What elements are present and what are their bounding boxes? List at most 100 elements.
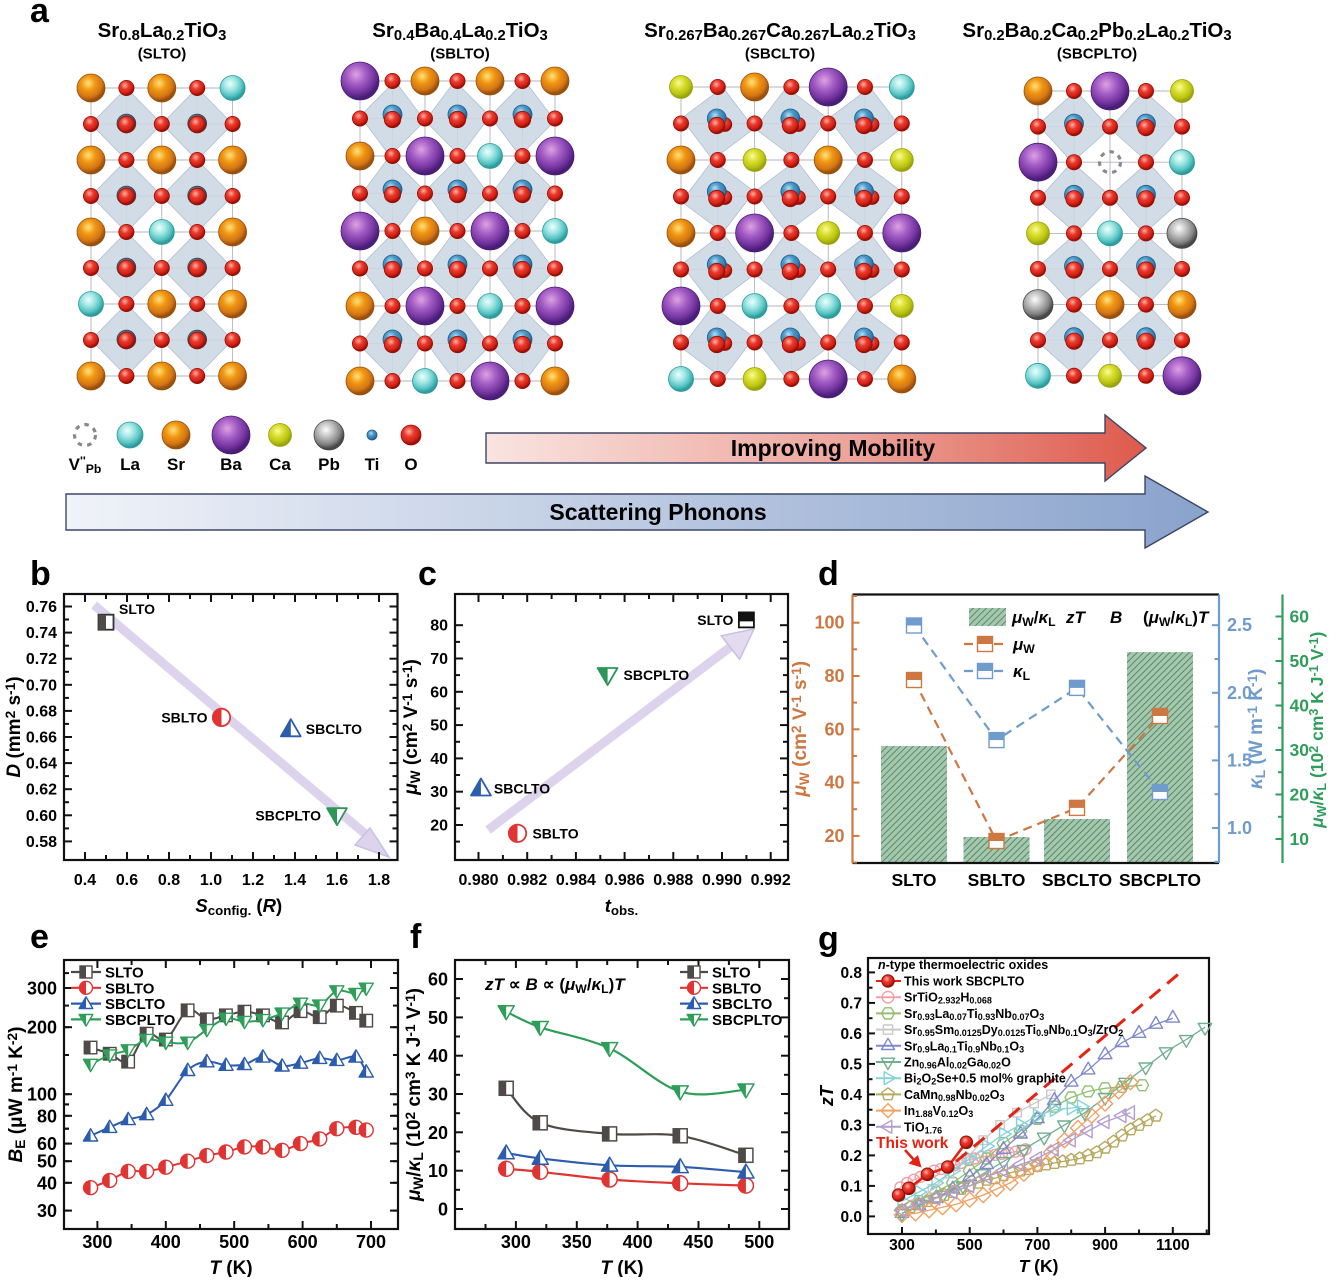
svg-text:40: 40	[428, 1046, 448, 1066]
svg-text:d: d	[818, 555, 839, 593]
svg-text:g: g	[818, 920, 839, 958]
svg-text:200: 200	[27, 1018, 57, 1038]
svg-text:SBCLTO: SBCLTO	[712, 996, 773, 1013]
svg-text:400: 400	[623, 1232, 653, 1252]
svg-text:80: 80	[824, 666, 844, 686]
svg-text:Ca: Ca	[269, 455, 291, 474]
svg-text:0.3: 0.3	[840, 1117, 862, 1134]
svg-text:D (mm2 s-1): D (mm2 s-1)	[3, 676, 25, 777]
svg-text:SBCLTO: SBCLTO	[1042, 870, 1112, 890]
svg-text:500: 500	[957, 1237, 983, 1254]
svg-text:This work: This work	[876, 1135, 949, 1152]
svg-text:Pb: Pb	[318, 455, 340, 474]
svg-text:zT ∝ B ∝ (μW/κL)T: zT ∝ B ∝ (μW/κL)T	[484, 975, 626, 996]
svg-text:0.990: 0.990	[702, 872, 742, 889]
svg-text:tobs.: tobs.	[605, 895, 639, 918]
svg-text:1.6: 1.6	[326, 872, 348, 889]
svg-text:(SLTO): (SLTO)	[138, 46, 187, 63]
svg-text:Sr0.4Ba0.4La0.2TiO3: Sr0.4Ba0.4La0.2TiO3	[372, 19, 548, 44]
svg-text:300: 300	[501, 1232, 531, 1252]
svg-text:600: 600	[288, 1232, 318, 1252]
svg-text:100: 100	[27, 1085, 57, 1105]
svg-text:SBLTO: SBLTO	[712, 980, 762, 997]
svg-text:n-type thermoelectric oxides: n-type thermoelectric oxides	[878, 958, 1048, 972]
svg-text:1.4: 1.4	[284, 872, 306, 889]
svg-text:60: 60	[37, 1134, 57, 1154]
svg-text:50: 50	[428, 1008, 448, 1028]
svg-text:400: 400	[151, 1232, 181, 1252]
svg-text:μW/κL (102 cm3 K J-1 V-1): μW/κL (102 cm3 K J-1 V-1)	[1307, 632, 1329, 829]
svg-text:SBCPLTO: SBCPLTO	[1119, 870, 1201, 890]
svg-text:SBCLTO: SBCLTO	[494, 780, 550, 796]
svg-text:0.76: 0.76	[26, 599, 57, 616]
svg-text:Ti: Ti	[365, 455, 380, 474]
svg-text:SBLTO: SBLTO	[105, 980, 155, 997]
svg-text:0.60: 0.60	[26, 808, 57, 825]
svg-text:1.0: 1.0	[200, 872, 222, 889]
svg-text:SBLTO: SBLTO	[532, 825, 578, 841]
svg-text:50: 50	[37, 1152, 57, 1172]
svg-text:c: c	[418, 555, 437, 593]
svg-text:0.64: 0.64	[26, 756, 57, 773]
svg-text:500: 500	[219, 1232, 249, 1252]
svg-text:Sr0.9La0.1Ti0.9Nb0.1O3: Sr0.9La0.1Ti0.9Nb0.1O3	[904, 1039, 1024, 1054]
svg-text:60: 60	[1290, 607, 1310, 627]
svg-text:50: 50	[1290, 651, 1310, 671]
svg-text:0.980: 0.980	[458, 872, 498, 889]
svg-text:0.988: 0.988	[653, 872, 693, 889]
svg-text:300: 300	[82, 1232, 112, 1252]
svg-text:Sr0.8La0.2TiO3: Sr0.8La0.2TiO3	[98, 19, 227, 44]
svg-text:(SBLTO): (SBLTO)	[430, 46, 489, 63]
svg-text:zT: zT	[1065, 608, 1087, 627]
svg-text:40: 40	[430, 751, 448, 768]
svg-text:SBCLTO: SBCLTO	[105, 996, 166, 1013]
svg-text:2.0: 2.0	[1227, 683, 1252, 703]
svg-text:350: 350	[562, 1232, 592, 1252]
svg-text:1.5: 1.5	[1227, 750, 1252, 770]
svg-text:SrTiO2.932H0.068: SrTiO2.932H0.068	[904, 991, 992, 1006]
svg-text:κL: κL	[1013, 662, 1031, 683]
svg-text:This work SBCPLTO: This work SBCPLTO	[904, 975, 1025, 989]
svg-text:40: 40	[824, 773, 844, 793]
svg-text:SBLTO: SBLTO	[968, 870, 1026, 890]
svg-text:0.6: 0.6	[840, 1026, 862, 1043]
svg-text:700: 700	[356, 1232, 386, 1252]
svg-text:700: 700	[1024, 1237, 1050, 1254]
svg-text:100: 100	[814, 613, 844, 633]
svg-text:0.2: 0.2	[840, 1148, 862, 1165]
svg-text:0: 0	[438, 1200, 448, 1220]
svg-text:SLTO: SLTO	[105, 965, 144, 982]
svg-text:Sr0.95Sm0.0125Dy0.0125Ti0.9Nb0: Sr0.95Sm0.0125Dy0.0125Ti0.9Nb0.1O3/ZrO2	[904, 1023, 1123, 1038]
svg-text:60: 60	[430, 684, 448, 701]
svg-text:e: e	[30, 918, 49, 956]
svg-text:a: a	[30, 0, 50, 30]
svg-text:0.1: 0.1	[840, 1178, 862, 1195]
svg-text:zT: zT	[817, 1084, 837, 1107]
svg-text:30: 30	[428, 1085, 448, 1105]
svg-text:Sr0.93La0.07Ti0.93Nb0.07O3: Sr0.93La0.07Ti0.93Nb0.07O3	[904, 1007, 1044, 1022]
svg-text:(μW/κL)T: (μW/κL)T	[1143, 608, 1210, 629]
svg-text:30: 30	[37, 1201, 57, 1221]
svg-text:SBCPLTO: SBCPLTO	[624, 667, 690, 683]
svg-text:T (K): T (K)	[209, 1258, 252, 1277]
svg-text:80: 80	[430, 618, 448, 635]
svg-text:30: 30	[430, 784, 448, 801]
svg-text:SBCPLTO: SBCPLTO	[105, 1012, 176, 1029]
svg-text:500: 500	[744, 1232, 774, 1252]
svg-text:μW (cm2 V-1 s-1): μW (cm2 V-1 s-1)	[789, 661, 812, 798]
svg-text:Sr: Sr	[167, 455, 185, 474]
svg-text:0.8: 0.8	[840, 965, 862, 982]
svg-text:SBCLTO: SBCLTO	[306, 721, 362, 737]
svg-text:0.992: 0.992	[751, 872, 791, 889]
svg-text:Sr0.2Ba0.2Ca0.2Pb0.2La0.2TiO3: Sr0.2Ba0.2Ca0.2Pb0.2La0.2TiO3	[962, 19, 1231, 44]
svg-text:0.4: 0.4	[74, 872, 96, 889]
svg-text:Sr0.267Ba0.267Ca0.267La0.2TiO3: Sr0.267Ba0.267Ca0.267La0.2TiO3	[644, 19, 916, 44]
svg-text:0.7: 0.7	[840, 995, 862, 1012]
svg-text:SLTO: SLTO	[119, 601, 155, 617]
svg-text:0.0: 0.0	[840, 1209, 862, 1226]
svg-text:La: La	[120, 455, 140, 474]
svg-text:40: 40	[1290, 696, 1310, 716]
svg-text:900: 900	[1092, 1237, 1118, 1254]
svg-text:300: 300	[889, 1237, 915, 1254]
svg-text:f: f	[410, 918, 422, 956]
